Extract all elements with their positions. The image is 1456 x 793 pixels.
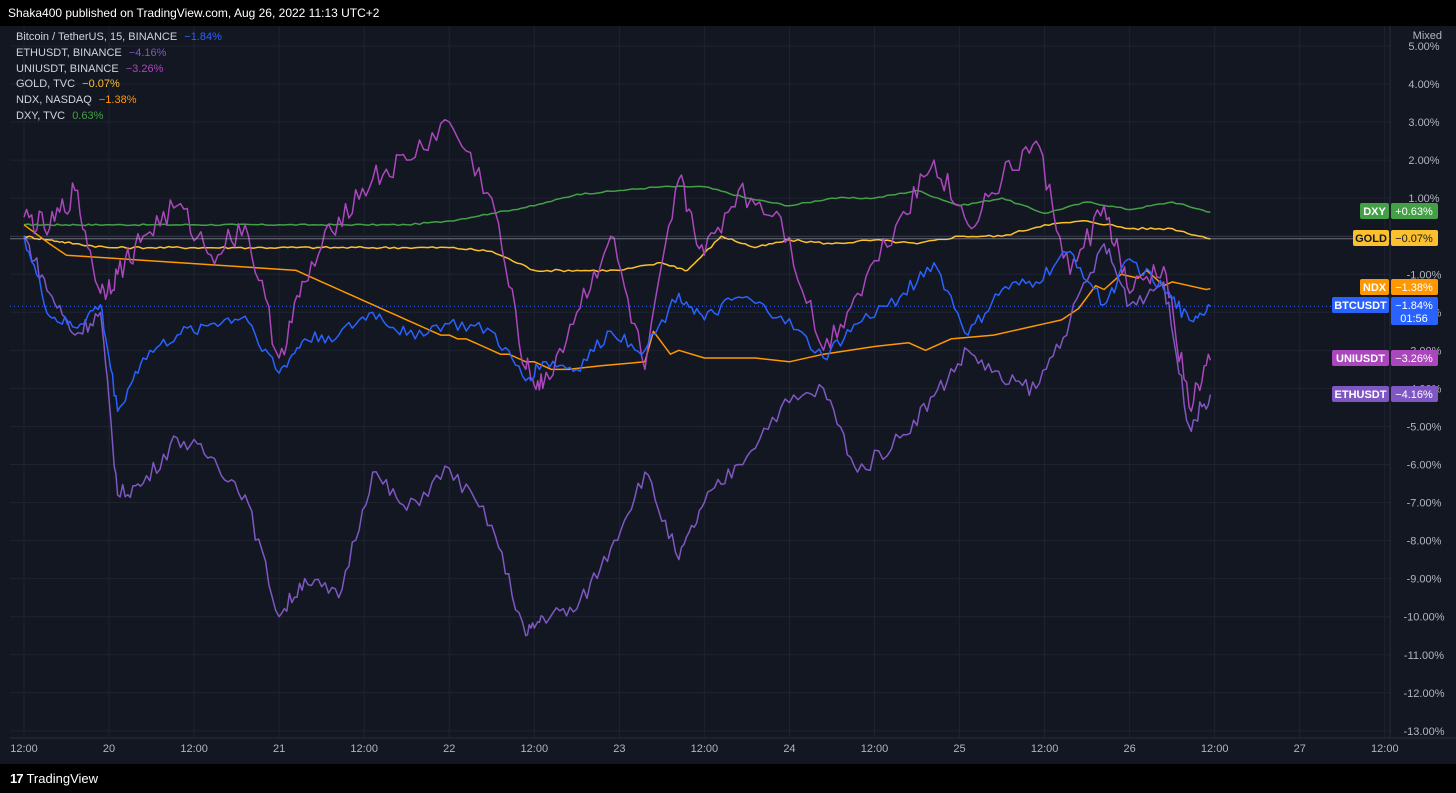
legend-name: NDX, NASDAQ xyxy=(16,94,92,107)
series-value-tag-label: −1.84% xyxy=(1395,300,1433,312)
series-name-tag xyxy=(1360,203,1389,219)
series-value-tag xyxy=(1391,350,1438,366)
legend-row-btc[interactable]: Bitcoin / TetherUS, 15, BINANCE −1.84% xyxy=(16,30,222,46)
x-tick-label: 12:00 xyxy=(180,743,208,755)
series-value-tag-label: +0.63% xyxy=(1395,206,1433,218)
legend-name: Bitcoin / TetherUS, 15, BINANCE xyxy=(16,31,178,43)
y-tick-label: -12.00% xyxy=(1404,688,1445,700)
series-value-tag-label: −4.16% xyxy=(1395,389,1433,401)
series-name-tag-label: NDX xyxy=(1363,282,1387,294)
legend-value: 0.63% xyxy=(72,109,104,122)
y-tick-label: 1.00% xyxy=(1408,193,1439,205)
y-tick-label: -13.00% xyxy=(1404,726,1445,738)
series-value-tag-label: −0.07% xyxy=(1395,233,1433,245)
legend-row-dxy[interactable]: DXY, TVC 0.63% xyxy=(16,109,222,125)
series-name-tag xyxy=(1332,386,1389,402)
series-name-tag-label: GOLD xyxy=(1355,233,1387,245)
series-value-tag-label: −1.38% xyxy=(1395,282,1433,294)
legend-row-eth[interactable]: ETHUSDT, BINANCE −4.16% xyxy=(16,46,222,62)
tradingview-logo-icon: 17 xyxy=(10,771,24,786)
y-tick-label: -11.00% xyxy=(1404,650,1444,662)
x-tick-label: 25 xyxy=(953,743,965,755)
legend-row-gold[interactable]: GOLD, TVC −0.07% xyxy=(16,77,222,93)
legend-name: ETHUSDT, BINANCE xyxy=(16,46,122,59)
y-tick-label: 4.00% xyxy=(1408,79,1439,91)
scale-mode-label[interactable]: Mixed xyxy=(1412,30,1442,42)
series-line-dxy xyxy=(23,185,1211,227)
y-tick-label: -5.00% xyxy=(1407,421,1442,433)
legend-row-uni[interactable]: UNIUSDT, BINANCE −3.26% xyxy=(16,62,222,78)
x-tick-label: 22 xyxy=(443,743,455,755)
x-tick-label: 12:00 xyxy=(1031,743,1059,755)
series-name-tag-label: UNIUSDT xyxy=(1336,353,1385,365)
x-tick-label: 12:00 xyxy=(10,743,38,755)
y-tick-label: -8.00% xyxy=(1407,536,1442,548)
series-name-tag xyxy=(1353,230,1389,246)
x-tick-label: 24 xyxy=(783,743,795,755)
y-tick-label: -9.00% xyxy=(1407,574,1442,586)
series-value-tag-label: −3.26% xyxy=(1395,353,1433,365)
x-tick-label: 23 xyxy=(613,743,625,755)
y-tick-label: -1.00% xyxy=(1407,269,1442,281)
tradingview-brand-text: TradingView xyxy=(26,771,99,786)
legend-value: −4.16% xyxy=(128,46,167,59)
series-name-tag-label: ETHUSDT xyxy=(1335,389,1387,401)
publish-header: Shaka400 published on TradingView.com, A… xyxy=(0,0,1456,26)
legend-name: GOLD, TVC xyxy=(16,78,76,91)
series-value-tag xyxy=(1391,386,1438,402)
series-value-tag xyxy=(1391,297,1438,325)
series-value-tag xyxy=(1391,203,1438,219)
publish-text: Shaka400 published on TradingView.com, A… xyxy=(8,6,380,20)
x-tick-label: 12:00 xyxy=(691,743,719,755)
legend-name: DXY, TVC xyxy=(16,109,66,122)
series-line-uniusdt xyxy=(23,118,1212,413)
series-name-tag xyxy=(1332,297,1389,313)
legend-name: UNIUSDT, BINANCE xyxy=(16,62,119,75)
x-tick-label: 12:00 xyxy=(861,743,889,755)
x-tick-label: 26 xyxy=(1124,743,1136,755)
chart-area[interactable] xyxy=(0,26,1456,764)
x-tick-label: 21 xyxy=(273,743,285,755)
series-line-ethusdt xyxy=(23,235,1212,637)
x-tick-label: 27 xyxy=(1294,743,1306,755)
legend-value: −3.26% xyxy=(125,62,164,75)
series-name-tag xyxy=(1360,279,1389,295)
series-line-ndx xyxy=(23,224,1211,371)
x-tick-label: 12:00 xyxy=(350,743,378,755)
x-tick-label: 12:00 xyxy=(1371,743,1399,755)
bar-countdown-label: 01:56 xyxy=(1400,313,1428,325)
y-tick-label: 3.00% xyxy=(1408,117,1439,129)
tradingview-logo[interactable]: 17 TradingView xyxy=(10,771,98,786)
y-tick-label: -6.00% xyxy=(1407,460,1442,472)
series-name-tag xyxy=(1332,350,1389,366)
legend-value: −1.38% xyxy=(98,94,137,107)
series-value-tag xyxy=(1391,230,1438,246)
legend-value: −1.84% xyxy=(184,31,222,43)
legend-row-ndx[interactable]: NDX, NASDAQ −1.38% xyxy=(16,93,222,109)
series-line-btcusdt xyxy=(23,236,1211,412)
y-tick-label: -7.00% xyxy=(1407,498,1442,510)
y-tick-label: -10.00% xyxy=(1404,612,1445,624)
series-name-tag-label: BTCUSDT xyxy=(1334,300,1387,312)
x-tick-label: 12:00 xyxy=(1201,743,1229,755)
legend-value: −0.07% xyxy=(82,78,120,91)
y-tick-label: 5.00% xyxy=(1408,41,1439,53)
footer-bar xyxy=(0,764,1456,793)
series-legend: Bitcoin / TetherUS, 15, BINANCE −1.84% E… xyxy=(16,30,222,125)
series-line-gold xyxy=(23,219,1211,273)
y-tick-label: 2.00% xyxy=(1408,155,1439,167)
x-tick-label: 12:00 xyxy=(521,743,549,755)
series-value-tag xyxy=(1391,279,1438,295)
series-name-tag-label: DXY xyxy=(1363,206,1386,218)
x-tick-label: 20 xyxy=(103,743,115,755)
